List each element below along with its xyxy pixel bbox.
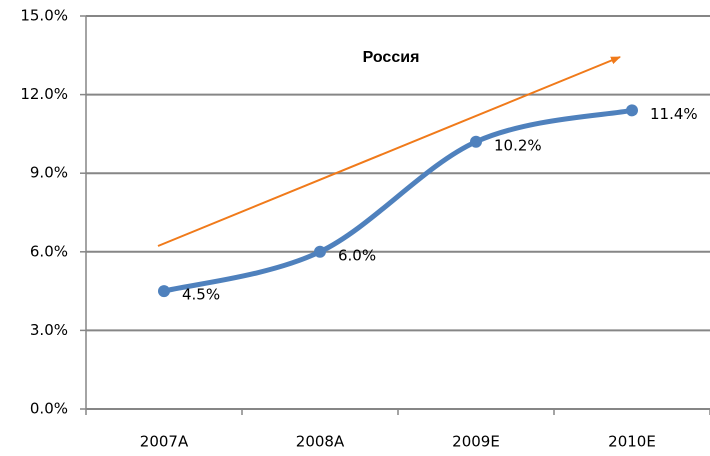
y-tick-label: 6.0% (30, 242, 68, 260)
data-label: 10.2% (494, 136, 542, 154)
y-tick-label: 12.0% (20, 85, 68, 103)
data-label: 11.4% (650, 105, 698, 123)
x-tick-label: 2009E (452, 433, 500, 451)
x-tick-label: 2010E (608, 433, 656, 451)
y-tick-label: 0.0% (30, 400, 68, 418)
series-line (161, 107, 635, 294)
point-marker (470, 135, 482, 148)
point-marker (314, 245, 326, 258)
point-marker (626, 104, 638, 117)
data-label: 4.5% (182, 286, 220, 304)
y-tick-label: 15.0% (20, 7, 68, 25)
x-tick-label: 2007A (140, 433, 189, 451)
data-label: 6.0% (338, 246, 376, 264)
x-tick-label: 2008A (296, 433, 345, 451)
point-marker (158, 285, 170, 298)
y-tick-label: 3.0% (30, 321, 68, 339)
trend-arrow (157, 56, 621, 247)
chart-title: Россия (363, 49, 420, 66)
y-tick-label: 9.0% (30, 164, 68, 182)
